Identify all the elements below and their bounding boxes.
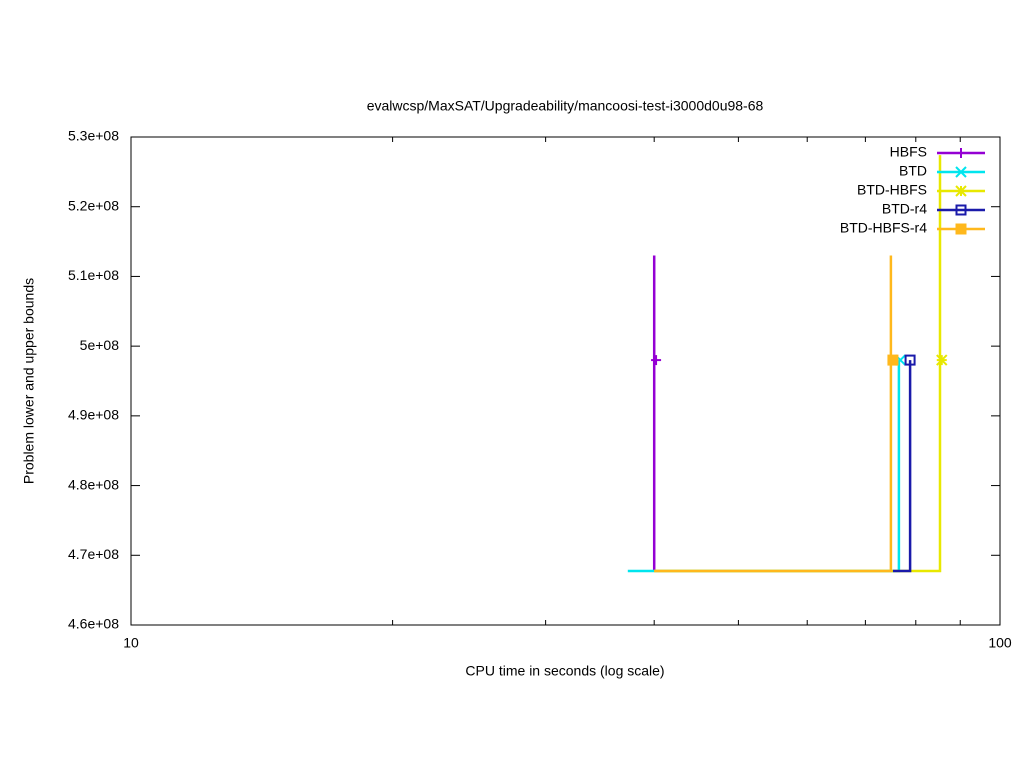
point-marker xyxy=(955,185,967,197)
plot-frame xyxy=(130,136,1001,626)
point-marker xyxy=(887,354,899,366)
y-tick-label: 5.2e+08 xyxy=(68,197,119,213)
legend-label: HBFS xyxy=(890,144,927,160)
y-tick-label: 4.6e+08 xyxy=(68,616,119,632)
point-marker xyxy=(955,166,967,178)
x-tick-label: 100 xyxy=(988,635,1012,651)
legend-label: BTD-HBFS-r4 xyxy=(840,220,927,236)
marker-square xyxy=(904,354,916,366)
y-tick-label: 4.7e+08 xyxy=(68,546,119,562)
y-tick-label: 4.8e+08 xyxy=(68,476,119,492)
point-marker xyxy=(904,354,916,366)
series-line xyxy=(654,255,893,573)
y-tick-label: 5e+08 xyxy=(80,337,120,353)
legend-label: BTD-r4 xyxy=(882,201,927,217)
marker-stroke xyxy=(936,354,948,366)
marker-square xyxy=(955,223,967,235)
y-tick-label: 5.1e+08 xyxy=(68,267,119,283)
series-line xyxy=(627,360,901,573)
marker-square xyxy=(887,354,899,366)
point-marker xyxy=(651,355,662,366)
y-axis-label: Problem lower and upper bounds xyxy=(21,278,37,484)
point-marker xyxy=(956,148,966,158)
marker-square xyxy=(955,204,967,216)
legend-label: BTD-HBFS xyxy=(857,182,927,198)
point-marker xyxy=(955,204,967,216)
marker-stroke xyxy=(955,166,967,178)
chart-title: evalwcsp/MaxSAT/Upgradeability/mancoosi-… xyxy=(367,98,764,114)
point-marker xyxy=(955,223,967,235)
y-tick-label: 4.9e+08 xyxy=(68,407,119,423)
series-line xyxy=(892,360,912,573)
x-axis-label: CPU time in seconds (log scale) xyxy=(465,663,664,679)
y-tick-label: 5.3e+08 xyxy=(68,128,119,144)
x-tick-label: 10 xyxy=(123,635,139,651)
marker-stroke xyxy=(955,185,967,197)
point-marker xyxy=(936,354,948,366)
legend-label: BTD xyxy=(899,163,927,179)
